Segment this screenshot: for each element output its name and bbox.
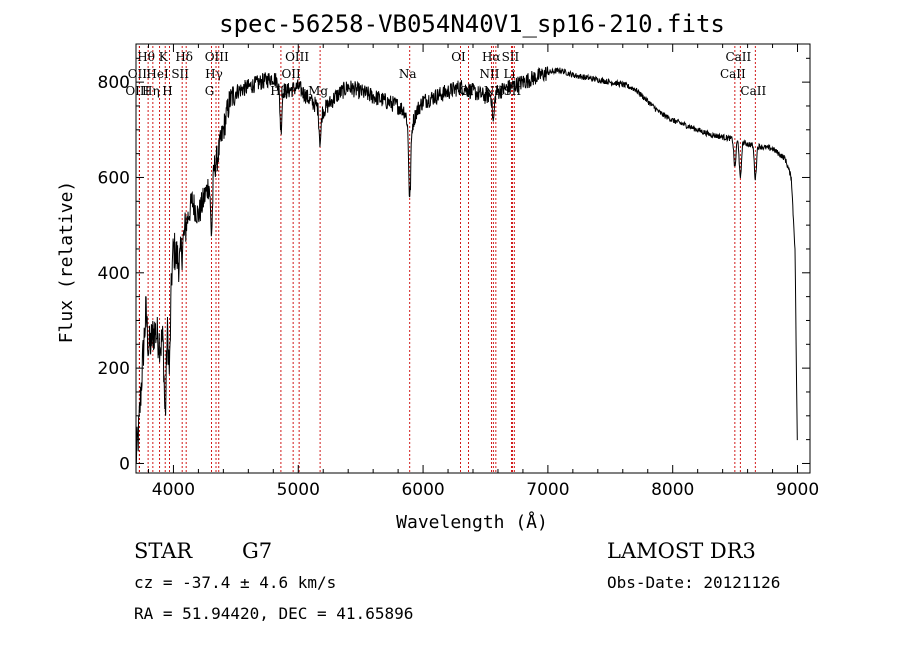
y-axis-label: Flux (relative): [56, 181, 77, 344]
y-tick-label: 400: [98, 264, 130, 284]
spectral-line-label: H: [162, 84, 172, 98]
chart-title: spec-56258-VB054N40V1_sp16-210.fits: [219, 10, 725, 38]
spectral-line-label: CaII: [720, 67, 746, 81]
spectral-line-label: OIII: [285, 50, 309, 64]
spectral-line-label: Hδ: [175, 50, 193, 64]
spectral-line-label: Hθ: [137, 50, 155, 64]
y-tick-label: 600: [98, 168, 130, 188]
spectrum-line: [135, 66, 798, 464]
spectral-line-label: G: [205, 84, 215, 98]
x-tick-label: 8000: [651, 480, 694, 500]
spectral-line-label: HeI: [146, 67, 169, 81]
spectral-line-label: Hα: [482, 50, 501, 64]
spectral-line-label: Na: [399, 67, 417, 81]
x-tick-label: 4000: [152, 480, 195, 500]
spectral-line-label: OIII: [205, 50, 229, 64]
x-axis-ticks: 4000 5000 6000 7000 8000 9000: [147, 44, 819, 500]
y-axis-ticks: 0 200 400 600 800: [98, 57, 810, 474]
y-tick-label: 800: [98, 73, 130, 93]
y-tick-label: 200: [98, 359, 130, 379]
spectral-line-label: OII: [128, 67, 148, 81]
spectral-line-label: OI: [451, 50, 466, 64]
x-tick-label: 7000: [526, 480, 569, 500]
spectral-line-label: CaII: [725, 50, 751, 64]
coordinates-text: RA = 51.94420, DEC = 41.65896: [134, 604, 413, 623]
velocity-text: cz = -37.4 ± 4.6 km/s: [134, 573, 336, 592]
spectral-line-label: CaII: [740, 84, 766, 98]
spectral-line-label: SII: [502, 50, 520, 64]
spectral-line-label: Hγ: [205, 67, 223, 81]
survey-name: LAMOST DR3: [607, 539, 756, 563]
spectral-line-label: NII: [479, 67, 499, 81]
spectral-line-label: OII: [281, 67, 301, 81]
x-tick-label: 6000: [401, 480, 444, 500]
spectral-line-label: Mg: [308, 84, 328, 98]
object-class: STAR: [134, 539, 193, 563]
y-tick-label: 0: [119, 454, 130, 474]
spectral-line-label: K: [159, 50, 169, 64]
x-axis-label: Wavelength (Å): [396, 511, 548, 533]
spectral-line-markers: HθOIIOIIIHeIHηKHSIIHδGHγOIIIHβOIIOIIIMgN…: [125, 46, 766, 473]
spectral-line-label: Li: [504, 67, 516, 81]
spectral-line-label: SII: [171, 67, 189, 81]
object-subclass: G7: [242, 539, 272, 563]
plot-frame: [135, 43, 811, 474]
x-tick-label: 5000: [277, 480, 320, 500]
x-tick-label: 9000: [776, 480, 819, 500]
spectral-line-label: Hη: [142, 84, 160, 98]
spectral-line-label: OIII: [125, 84, 149, 98]
obs-date-text: Obs-Date: 20121126: [607, 573, 780, 592]
